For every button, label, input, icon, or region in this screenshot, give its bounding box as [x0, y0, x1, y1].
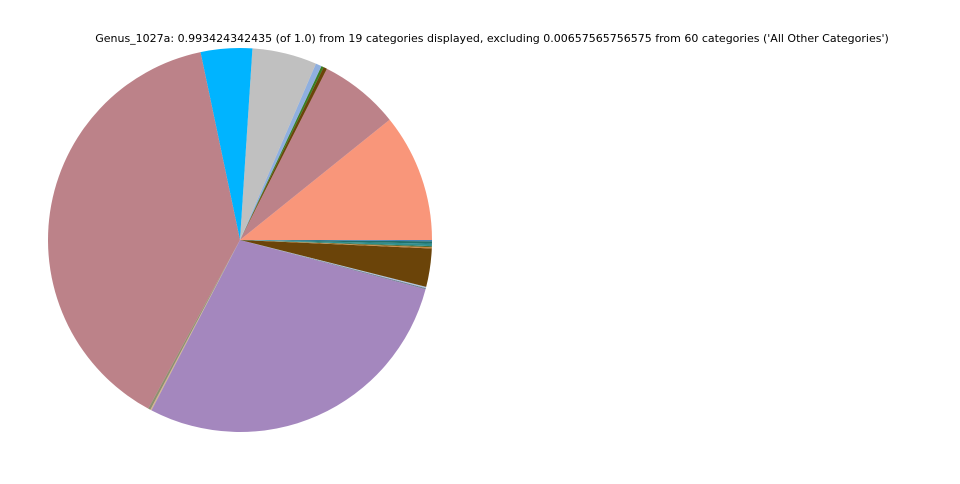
- pie-slice: [240, 68, 390, 240]
- pie-slice: [240, 240, 427, 289]
- pie-slice: [240, 48, 316, 240]
- pie-slice: [240, 240, 432, 242]
- pie-slice: [240, 240, 426, 290]
- pie-slice: [240, 240, 432, 249]
- pie-slice: [150, 240, 240, 411]
- pie-slice: [151, 240, 426, 432]
- pie-slice: [240, 240, 432, 244]
- pie-slice: [48, 52, 240, 409]
- chart-title: Genus_1027a: 0.993424342435 (of 1.0) fro…: [95, 32, 889, 45]
- pie-slice: [148, 240, 240, 410]
- pie-slice: [240, 240, 432, 287]
- pie-slice: [240, 63, 322, 241]
- pie-slice: [240, 67, 327, 240]
- pie-slice: [200, 48, 253, 240]
- pie-slice: [240, 240, 432, 247]
- pie-slice: [240, 66, 324, 241]
- pie-slice: [240, 119, 432, 240]
- pie-slice: [240, 240, 432, 248]
